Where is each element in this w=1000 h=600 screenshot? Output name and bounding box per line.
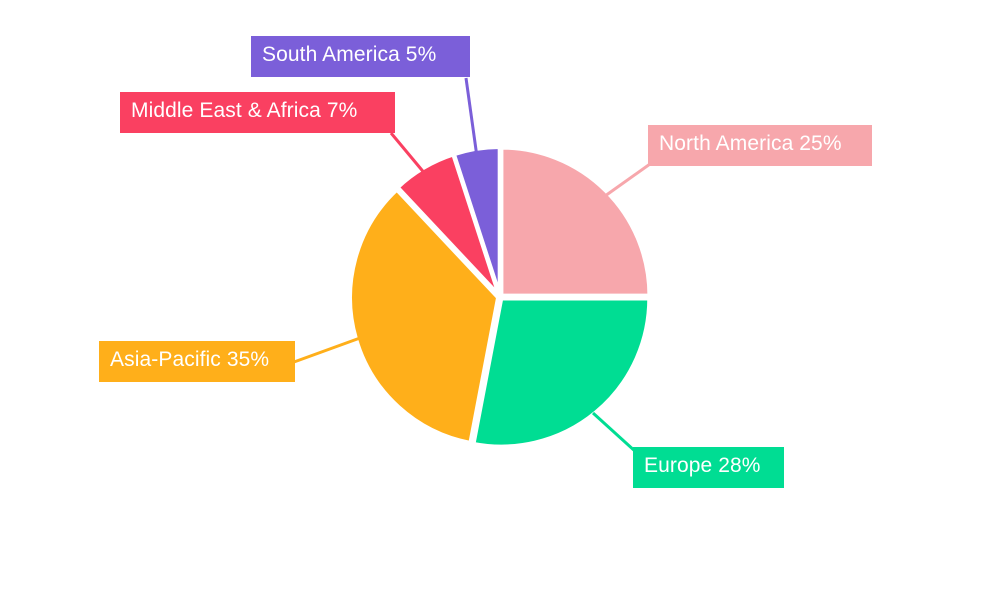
pie-label-south-america[interactable]: South America 5% — [251, 36, 470, 77]
pie-label-europe[interactable]: Europe 28% — [633, 447, 784, 488]
pie-label-middle-east-africa[interactable]: Middle East & Africa 7% — [120, 92, 395, 133]
leader-line — [464, 77, 479, 158]
pie-label-north-america[interactable]: North America 25% — [648, 125, 872, 166]
leader-line — [389, 132, 428, 176]
pie-label-asia-pacific[interactable]: Asia-Pacific 35% — [99, 341, 295, 382]
pie-slice[interactable] — [471, 296, 652, 449]
leader-line — [591, 411, 638, 454]
leader-line — [604, 162, 651, 198]
leader-lines-group — [293, 77, 651, 454]
pie-slice[interactable] — [499, 145, 652, 298]
pie-slices-group — [348, 145, 652, 449]
leader-line — [293, 336, 361, 364]
